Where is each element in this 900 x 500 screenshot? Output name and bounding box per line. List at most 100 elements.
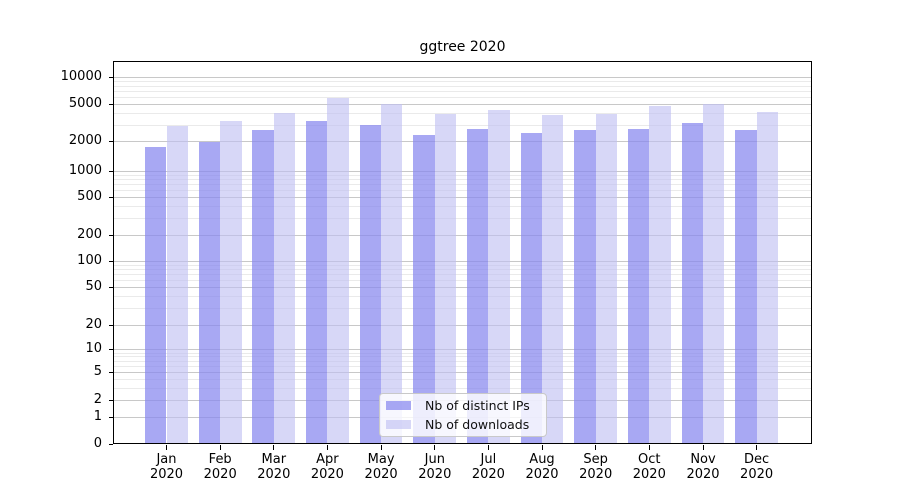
x-tick-month: Feb [208, 452, 232, 467]
bar-jan-distinct-ips [145, 146, 167, 444]
y-gridline-major [113, 372, 812, 373]
x-tick-year: 2020 [740, 467, 774, 482]
y-tick-mark [109, 443, 113, 445]
bar-oct-downloads [649, 105, 671, 444]
x-tick-mark [487, 445, 489, 450]
x-tick-year: 2020 [632, 467, 666, 482]
y-tick-mark [109, 399, 113, 401]
x-tick-label-mar: Mar 2020 [247, 452, 301, 482]
x-tick-label-nov: Nov 2020 [676, 452, 730, 482]
chart-title: ggtree 2020 [419, 39, 506, 55]
y-tick-label: 0 [93, 436, 102, 451]
x-tick-mark [702, 445, 704, 450]
bar-jul-downloads [488, 110, 510, 444]
x-tick-year: 2020 [525, 467, 559, 482]
x-tick-mark [648, 445, 650, 450]
y-tick-mark [109, 348, 113, 350]
y-gridline-major [113, 77, 812, 78]
bar-dec-downloads [756, 111, 778, 444]
y-gridline-minor [113, 360, 812, 362]
x-tick-month: Jan [156, 452, 177, 467]
y-gridline-minor [113, 366, 812, 367]
y-tick-mark [109, 371, 113, 373]
x-tick-year: 2020 [579, 467, 613, 482]
bar-aug-distinct-ips [520, 132, 543, 444]
x-tick-label-oct: Oct 2020 [622, 452, 676, 482]
legend-item-downloads: Nb of downloads [386, 417, 540, 432]
x-tick-month: Nov [690, 452, 716, 467]
legend-label-distinct-ips: Nb of distinct IPs [425, 398, 530, 413]
x-tick-year: 2020 [418, 467, 452, 482]
y-tick-mark [109, 416, 113, 418]
y-gridline-minor [113, 218, 812, 220]
y-gridline-minor [113, 206, 812, 208]
y-gridline-minor [113, 124, 812, 126]
y-gridline-minor [113, 190, 812, 192]
y-tick-label: 2 [93, 392, 102, 407]
legend-label-downloads: Nb of downloads [425, 417, 530, 432]
y-gridline-minor [113, 90, 812, 92]
bar-jan-downloads [166, 126, 188, 444]
bar-apr-distinct-ips [306, 121, 328, 444]
bar-feb-distinct-ips [198, 142, 221, 444]
x-tick-label-may: May 2020 [354, 452, 408, 482]
x-tick-label-dec: Dec 2020 [730, 452, 784, 482]
y-gridline-minor [113, 179, 812, 181]
y-gridline-major [113, 261, 812, 262]
y-tick-mark [109, 196, 113, 198]
y-gridline-major [113, 287, 812, 288]
x-tick-mark [434, 445, 436, 450]
y-tick-label: 50 [85, 279, 102, 294]
x-tick-month: Sep [583, 452, 608, 467]
y-gridline-minor [113, 269, 812, 271]
y-gridline-minor [113, 184, 812, 186]
bar-jun-distinct-ips [413, 134, 435, 444]
x-tick-month: Oct [638, 452, 661, 467]
y-gridline-minor [113, 265, 812, 266]
x-tick-year: 2020 [686, 467, 720, 482]
y-tick-label: 2000 [68, 133, 102, 148]
y-gridline-major [113, 104, 812, 105]
plot-area [113, 61, 812, 444]
x-tick-label-sep: Sep 2020 [569, 452, 623, 482]
legend: Nb of distinct IPs Nb of downloads [379, 393, 547, 437]
x-tick-mark [219, 445, 221, 450]
x-tick-year: 2020 [257, 467, 291, 482]
y-tick-label: 10000 [60, 69, 102, 84]
legend-item-distinct-ips: Nb of distinct IPs [386, 398, 540, 413]
y-tick-label: 1000 [68, 163, 102, 178]
x-tick-month: Mar [261, 452, 287, 467]
bar-apr-downloads [327, 97, 349, 444]
x-tick-month: May [367, 452, 395, 467]
y-tick-mark [109, 234, 113, 236]
x-tick-year: 2020 [310, 467, 344, 482]
x-tick-mark [541, 445, 543, 450]
bar-feb-downloads [220, 120, 242, 444]
y-tick-mark [109, 140, 113, 142]
bar-mar-distinct-ips [252, 130, 274, 444]
y-gridline-minor [113, 352, 812, 354]
y-gridline-minor [113, 175, 812, 176]
x-tick-label-jul: Jul 2020 [461, 452, 515, 482]
y-gridline-minor [113, 96, 812, 98]
legend-swatch-distinct-ips [386, 401, 411, 410]
x-tick-month: Jun [424, 452, 445, 467]
x-tick-month: Aug [529, 452, 555, 467]
bar-aug-downloads [542, 114, 564, 444]
y-tick-label: 5 [93, 364, 102, 379]
x-tick-month: Apr [316, 452, 339, 467]
y-gridline-minor [113, 85, 812, 87]
x-tick-year: 2020 [471, 467, 505, 482]
x-tick-year: 2020 [364, 467, 398, 482]
y-gridline-major [113, 171, 812, 172]
x-tick-month: Jul [480, 452, 497, 467]
x-tick-month: Dec [744, 452, 770, 467]
y-tick-label: 20 [85, 317, 102, 332]
y-tick-mark [109, 260, 113, 262]
x-tick-label-apr: Apr 2020 [300, 452, 354, 482]
y-gridline-minor [113, 81, 812, 83]
x-tick-mark [166, 445, 167, 450]
y-gridline-major [113, 197, 812, 198]
bar-sep-downloads [595, 114, 618, 444]
y-tick-mark [109, 76, 113, 78]
